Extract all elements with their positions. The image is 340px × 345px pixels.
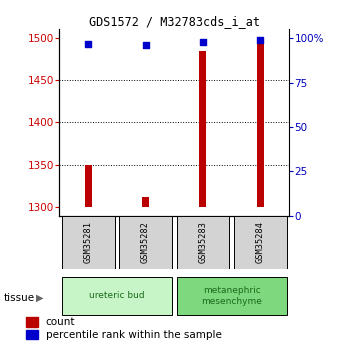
Bar: [119, 216, 172, 269]
Text: metanephric
mesenchyme: metanephric mesenchyme: [201, 286, 262, 306]
Bar: [62, 277, 172, 315]
Bar: [142, 197, 149, 207]
Point: [200, 39, 206, 45]
Text: GSM35281: GSM35281: [84, 221, 93, 263]
Bar: [62, 216, 115, 269]
Bar: [257, 38, 264, 207]
Text: GSM35283: GSM35283: [199, 221, 207, 263]
Bar: [234, 216, 287, 269]
Bar: [27, 317, 37, 327]
Bar: [27, 330, 37, 339]
Text: ▶: ▶: [36, 293, 43, 303]
Text: ureteric bud: ureteric bud: [89, 291, 145, 300]
Bar: [176, 277, 287, 315]
Text: percentile rank within the sample: percentile rank within the sample: [46, 329, 221, 339]
Text: tissue: tissue: [3, 293, 35, 303]
Point: [85, 41, 91, 46]
Text: GSM35284: GSM35284: [256, 221, 265, 263]
Text: GDS1572 / M32783cds_i_at: GDS1572 / M32783cds_i_at: [89, 14, 260, 28]
Point: [143, 42, 148, 48]
Bar: [85, 165, 92, 207]
Bar: [176, 216, 230, 269]
Point: [258, 37, 263, 43]
Bar: [200, 51, 206, 207]
Text: GSM35282: GSM35282: [141, 221, 150, 263]
Text: count: count: [46, 317, 75, 327]
